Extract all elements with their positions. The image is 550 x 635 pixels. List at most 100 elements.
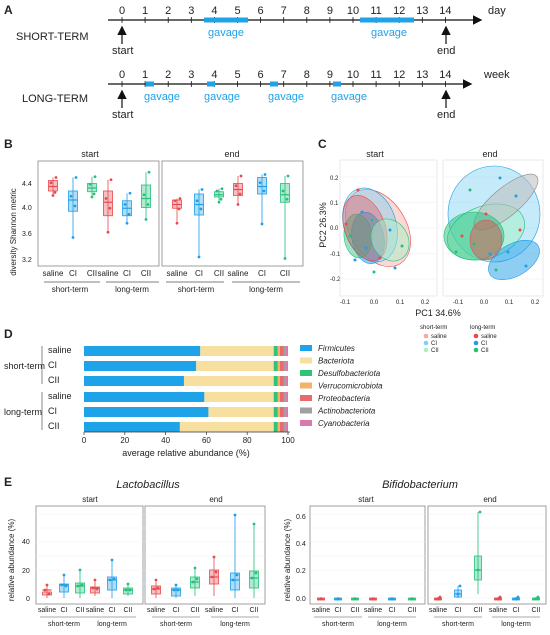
panel-e-right-facet-start: start: [358, 495, 374, 504]
panel-c-xtick-e4: 0.2: [531, 300, 540, 306]
bar-segment: [283, 346, 286, 356]
data-point: [195, 199, 199, 203]
data-point: [47, 592, 51, 596]
group-label: CI: [69, 269, 77, 278]
data-point: [258, 181, 262, 185]
panel-letter-e: E: [4, 475, 12, 489]
group-label: CII: [214, 269, 224, 278]
data-point: [197, 255, 201, 259]
short-term-label: SHORT-TERM: [16, 31, 89, 43]
panel-b-ytick-3: 3.6: [22, 231, 32, 238]
group-label: CII: [474, 607, 483, 614]
group-label: CI: [258, 269, 266, 278]
tick-label: 11: [370, 69, 381, 81]
legend-label: Actinobacteriota: [317, 407, 376, 416]
bar-segment: [84, 346, 201, 356]
panel-b-term-4: long-term: [249, 285, 283, 294]
panel-letter-d: D: [4, 327, 13, 341]
tick-label: 7: [281, 69, 287, 81]
short-gavage-bar-1: [204, 17, 248, 23]
data-point: [233, 513, 237, 517]
data-point: [285, 197, 289, 201]
panel-b-group-labels: saline CI CII saline CI CII saline CI CII saline C…: [43, 269, 291, 278]
data-point: [235, 573, 239, 577]
short-end-label: end: [437, 45, 455, 57]
short-gavage-label-2: gavage: [371, 27, 407, 39]
pca-point: [498, 176, 502, 180]
data-point: [260, 222, 264, 226]
row-label: CI: [48, 360, 57, 370]
bar-segment: [208, 407, 274, 417]
data-point: [49, 181, 53, 185]
data-point: [191, 580, 195, 584]
long-start-label: start: [112, 109, 133, 121]
panel-b-end-plot: [161, 160, 304, 267]
legend-label: saline: [481, 334, 497, 340]
pca-point: [460, 234, 464, 238]
long-gavage-bar-1: [146, 81, 154, 87]
bar-segment: [84, 422, 180, 432]
pca-point: [364, 246, 368, 250]
panel-e-left-ytick-1: 40: [22, 539, 30, 546]
panel-c: C start end PC2 26.3% 0.2 0.1 0.0 -0.1 -…: [318, 137, 544, 354]
group-label: saline: [228, 269, 249, 278]
panel-c-ytick-4: -0.1: [330, 252, 341, 258]
box-body: [103, 190, 113, 217]
panel-c-xtick-s2: 0.0: [370, 300, 379, 306]
pca-point: [356, 188, 360, 192]
legend-label: Cyanobacteria: [318, 419, 370, 428]
data-point: [478, 510, 482, 514]
long-gavage-bar-2: [207, 81, 215, 87]
data-point: [456, 592, 460, 596]
group-label: CI: [195, 269, 203, 278]
data-point: [90, 195, 94, 199]
tick-label: 11: [370, 5, 381, 17]
panel-b-start-plot: [37, 160, 160, 267]
panel-c-xtick-e2: 0.0: [480, 300, 489, 306]
short-unit: day: [488, 5, 506, 17]
tick-label: 60: [202, 436, 211, 445]
data-point: [231, 578, 235, 582]
term-label: short-term: [160, 621, 192, 628]
panel-b-boxes: [48, 170, 290, 260]
bar-segment: [285, 376, 288, 386]
legend-swatch: [423, 347, 429, 353]
data-point: [125, 221, 129, 225]
data-point: [176, 588, 180, 592]
pca-point: [484, 212, 488, 216]
panel-c-xtick-s4: 0.2: [421, 300, 430, 306]
data-point: [45, 583, 49, 587]
group-label: saline: [38, 607, 56, 614]
group-label: CI: [109, 607, 116, 614]
panel-letter-b: B: [4, 137, 13, 151]
tick-label: 3: [188, 5, 194, 17]
panel-e-left-facet-start: start: [82, 495, 98, 504]
tick-label: 0: [119, 5, 125, 17]
panel-c-legend-long-title: long-term: [470, 325, 495, 331]
data-point: [496, 597, 500, 601]
ellipse-end-long-ci: [488, 240, 540, 280]
data-point: [88, 182, 92, 186]
long-gavage-label-2: gavage: [204, 91, 240, 103]
bar-segment: [285, 361, 288, 371]
legend-label: Bacteriota: [318, 357, 355, 366]
panel-e-left-ytick-2: 20: [22, 568, 30, 575]
tick-label: 13: [416, 69, 428, 81]
panel-e-right-end-plot: [427, 505, 547, 605]
row-label: CII: [48, 421, 60, 431]
panel-c-ytick-3: 0.0: [330, 226, 339, 232]
data-point: [262, 189, 266, 193]
long-term-label: LONG-TERM: [22, 93, 88, 105]
group-label: CI: [232, 607, 239, 614]
pca-point: [494, 268, 498, 272]
panel-letter-c: C: [318, 137, 327, 151]
bar-segment: [200, 346, 274, 356]
panel-e-right-ytick-2: 0.4: [296, 541, 306, 548]
box-body: [68, 190, 78, 212]
tick-label: 4: [211, 69, 217, 81]
group-label: CII: [351, 607, 360, 614]
bar-segment: [277, 392, 280, 402]
legend-swatch: [473, 333, 479, 339]
data-point: [210, 575, 214, 579]
